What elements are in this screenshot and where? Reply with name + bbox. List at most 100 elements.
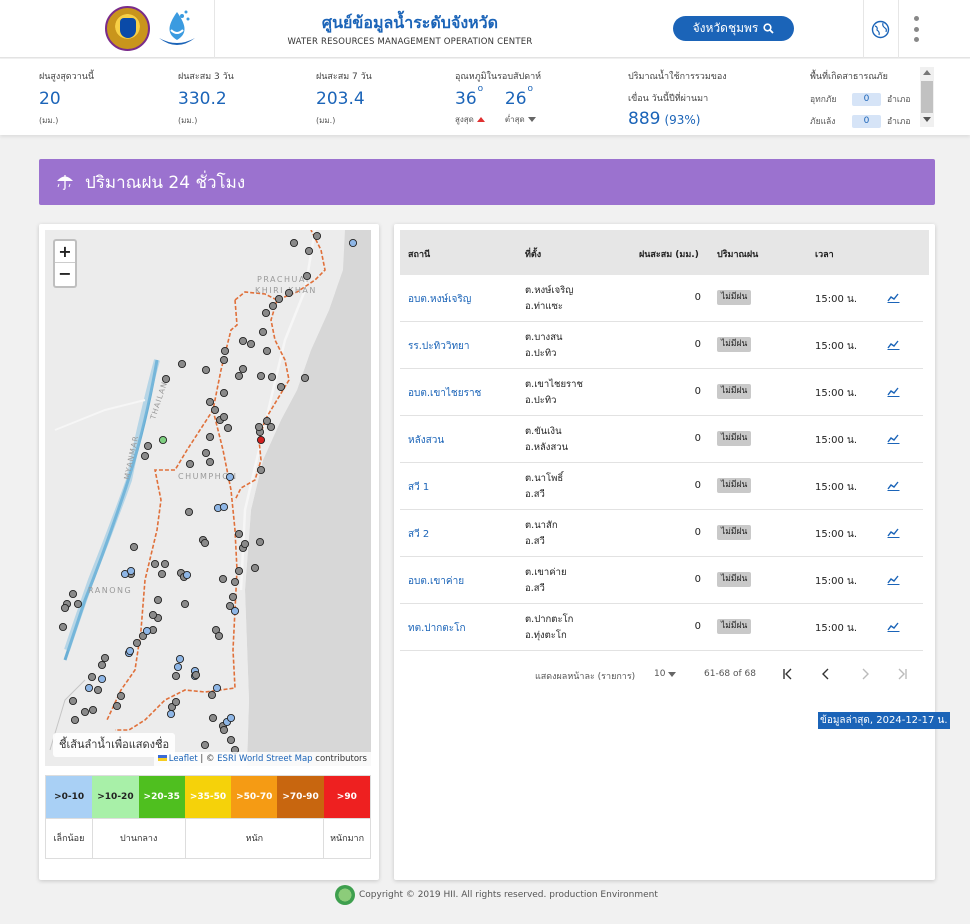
station-marker[interactable] — [205, 457, 215, 467]
col-header-amount[interactable]: ปริมาณฝน — [717, 250, 759, 260]
station-marker[interactable] — [289, 238, 299, 248]
station-marker[interactable] — [276, 382, 286, 392]
station-marker[interactable] — [153, 595, 163, 605]
station-marker[interactable] — [140, 451, 150, 461]
rainfall-map[interactable]: PRACHUAP KHIRI KHAN MYANMAR THAILAND CHU… — [45, 230, 371, 766]
station-marker[interactable] — [267, 372, 277, 382]
station-marker[interactable] — [200, 538, 210, 548]
station-marker[interactable] — [256, 465, 266, 475]
station-marker[interactable] — [93, 685, 103, 695]
station-marker[interactable] — [70, 715, 80, 725]
station-marker[interactable] — [304, 246, 314, 256]
stat-rain-3-days[interactable]: ฝนสะสม 3 วัน 330.2 (มม.) — [178, 69, 234, 127]
stats-scrollbar[interactable] — [920, 67, 934, 127]
station-marker[interactable] — [97, 674, 107, 684]
station-marker[interactable] — [262, 346, 272, 356]
first-page-icon[interactable] — [780, 665, 796, 683]
station-marker[interactable] — [219, 725, 229, 735]
station-marker[interactable] — [266, 422, 276, 432]
province-seal-logo[interactable] — [105, 6, 150, 51]
chart-icon[interactable] — [887, 480, 900, 491]
station-marker[interactable] — [284, 288, 294, 298]
station-marker[interactable] — [262, 416, 272, 426]
station-marker[interactable] — [274, 294, 284, 304]
station-marker[interactable] — [60, 603, 70, 613]
station-marker[interactable] — [214, 631, 224, 641]
station-marker[interactable] — [226, 713, 236, 723]
station-marker[interactable] — [238, 336, 248, 346]
station-marker[interactable] — [250, 563, 260, 573]
station-marker[interactable] — [175, 654, 185, 664]
station-marker[interactable] — [58, 622, 68, 632]
station-marker[interactable] — [182, 570, 192, 580]
last-page-icon[interactable] — [894, 665, 910, 683]
station-marker[interactable] — [73, 599, 83, 609]
station-marker[interactable] — [148, 610, 158, 620]
chart-icon[interactable] — [887, 621, 900, 632]
station-marker[interactable] — [208, 713, 218, 723]
station-marker[interactable] — [268, 301, 278, 311]
station-marker[interactable] — [97, 660, 107, 670]
station-marker[interactable] — [68, 696, 78, 706]
station-name-link[interactable]: อบต.เขาไชยราช — [408, 388, 482, 399]
station-marker[interactable] — [225, 472, 235, 482]
stat-temperature-week[interactable]: อุณหภูมิในรอบสัปดาห์ 36o สูงสุด 26o ต่ำส… — [455, 69, 541, 126]
zoom-in-button[interactable]: + — [55, 241, 75, 263]
station-marker[interactable] — [177, 359, 187, 369]
station-marker[interactable] — [201, 365, 211, 375]
station-marker[interactable] — [219, 502, 229, 512]
station-marker[interactable] — [210, 405, 220, 415]
station-marker[interactable] — [112, 701, 122, 711]
stat-rain-7-days[interactable]: ฝนสะสม 7 วัน 203.4 (มม.) — [316, 69, 372, 127]
station-marker[interactable] — [158, 435, 168, 445]
col-header-location[interactable]: ที่ตั้ง — [525, 250, 542, 260]
chart-icon[interactable] — [887, 574, 900, 585]
station-marker[interactable] — [142, 626, 152, 636]
station-marker[interactable] — [302, 271, 312, 281]
station-marker[interactable] — [254, 422, 264, 432]
scroll-up-icon[interactable] — [923, 70, 931, 75]
station-name-link[interactable]: ทต.ปากตะโก — [408, 623, 466, 634]
station-marker[interactable] — [180, 599, 190, 609]
province-button[interactable]: จังหวัดชุมพร — [673, 16, 794, 41]
chart-icon[interactable] — [887, 433, 900, 444]
station-marker[interactable] — [256, 435, 266, 445]
station-marker[interactable] — [225, 601, 235, 611]
station-marker[interactable] — [125, 646, 135, 656]
col-header-rain[interactable]: ฝนสะสม (มม.) — [639, 250, 699, 260]
stat-dam-storage[interactable]: ปริมาณน้ำใช้การรวมของ เขื่อน วันนี้ปีที่… — [628, 69, 727, 129]
station-marker[interactable] — [218, 574, 228, 584]
station-marker[interactable] — [256, 371, 266, 381]
station-marker[interactable] — [234, 529, 244, 539]
station-marker[interactable] — [184, 507, 194, 517]
station-marker[interactable] — [312, 231, 322, 241]
station-marker[interactable] — [160, 559, 170, 569]
station-marker[interactable] — [150, 559, 160, 569]
station-marker[interactable] — [157, 569, 167, 579]
zoom-out-button[interactable]: − — [58, 264, 72, 283]
water-center-logo[interactable] — [155, 4, 199, 54]
next-page-icon[interactable] — [857, 665, 873, 683]
station-marker[interactable] — [234, 371, 244, 381]
station-marker[interactable] — [230, 606, 240, 616]
station-marker[interactable] — [126, 566, 136, 576]
station-markers[interactable] — [58, 231, 358, 755]
station-marker[interactable] — [234, 566, 244, 576]
station-marker[interactable] — [300, 373, 310, 383]
station-marker[interactable] — [161, 374, 171, 384]
chart-icon[interactable] — [887, 386, 900, 397]
station-marker[interactable] — [240, 539, 250, 549]
station-marker[interactable] — [143, 441, 153, 451]
station-marker[interactable] — [219, 412, 229, 422]
station-marker[interactable] — [200, 740, 210, 750]
esri-link[interactable]: ESRI World Street Map — [217, 754, 313, 764]
station-marker[interactable] — [116, 691, 126, 701]
station-marker[interactable] — [348, 238, 358, 248]
station-marker[interactable] — [207, 690, 217, 700]
globe-icon[interactable] — [871, 20, 890, 39]
stat-rain-yesterday[interactable]: ฝนสูงสุดวานนี้ 20 (มม.) — [39, 69, 94, 127]
station-marker[interactable] — [258, 327, 268, 337]
station-marker[interactable] — [191, 670, 201, 680]
station-marker[interactable] — [129, 542, 139, 552]
scroll-down-icon[interactable] — [923, 117, 931, 122]
